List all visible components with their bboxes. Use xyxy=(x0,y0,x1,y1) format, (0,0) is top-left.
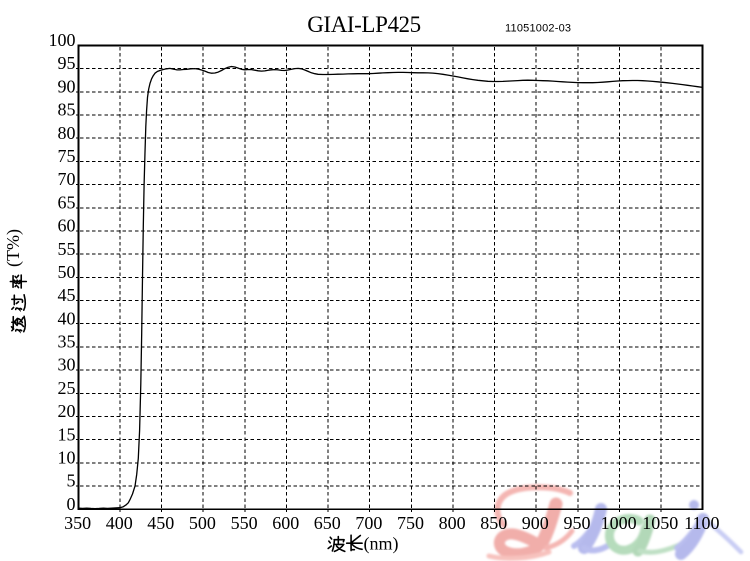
svg-text:100: 100 xyxy=(49,30,76,50)
svg-text:25: 25 xyxy=(58,378,76,398)
svg-text:800: 800 xyxy=(439,513,466,533)
svg-text:85: 85 xyxy=(58,100,76,120)
svg-text:450: 450 xyxy=(147,513,174,533)
svg-text:80: 80 xyxy=(58,123,76,143)
svg-text:850: 850 xyxy=(480,513,507,533)
svg-text:10: 10 xyxy=(58,448,76,468)
svg-text:20: 20 xyxy=(58,401,76,421)
svg-text:70: 70 xyxy=(58,169,76,189)
svg-text:(nm): (nm) xyxy=(364,534,399,555)
svg-text:650: 650 xyxy=(314,513,341,533)
svg-text:400: 400 xyxy=(106,513,133,533)
svg-text:45: 45 xyxy=(58,285,76,305)
svg-text:600: 600 xyxy=(272,513,299,533)
svg-text:95: 95 xyxy=(58,53,76,73)
svg-text:15: 15 xyxy=(58,424,76,444)
svg-text:1050: 1050 xyxy=(642,513,678,533)
svg-text:55: 55 xyxy=(58,239,76,259)
svg-text:900: 900 xyxy=(522,513,549,533)
svg-text:500: 500 xyxy=(189,513,216,533)
svg-text:700: 700 xyxy=(355,513,382,533)
svg-text:GIAI-LP425: GIAI-LP425 xyxy=(307,12,421,37)
svg-text:11051002-03: 11051002-03 xyxy=(505,23,571,35)
svg-text:1100: 1100 xyxy=(684,513,719,533)
svg-text:(T%): (T%) xyxy=(3,229,24,267)
svg-text:550: 550 xyxy=(231,513,258,533)
svg-text:60: 60 xyxy=(58,216,76,236)
svg-text:40: 40 xyxy=(58,308,76,328)
svg-text:0: 0 xyxy=(67,494,76,514)
svg-text:75: 75 xyxy=(58,146,76,166)
svg-text:750: 750 xyxy=(397,513,424,533)
svg-text:30: 30 xyxy=(58,355,76,375)
svg-text:1000: 1000 xyxy=(601,513,637,533)
svg-text:65: 65 xyxy=(58,192,76,212)
svg-text:950: 950 xyxy=(564,513,591,533)
svg-text:50: 50 xyxy=(58,262,76,282)
svg-text:350: 350 xyxy=(64,513,91,533)
svg-text:35: 35 xyxy=(58,332,76,352)
svg-text:5: 5 xyxy=(67,471,76,491)
svg-text:90: 90 xyxy=(58,76,76,96)
